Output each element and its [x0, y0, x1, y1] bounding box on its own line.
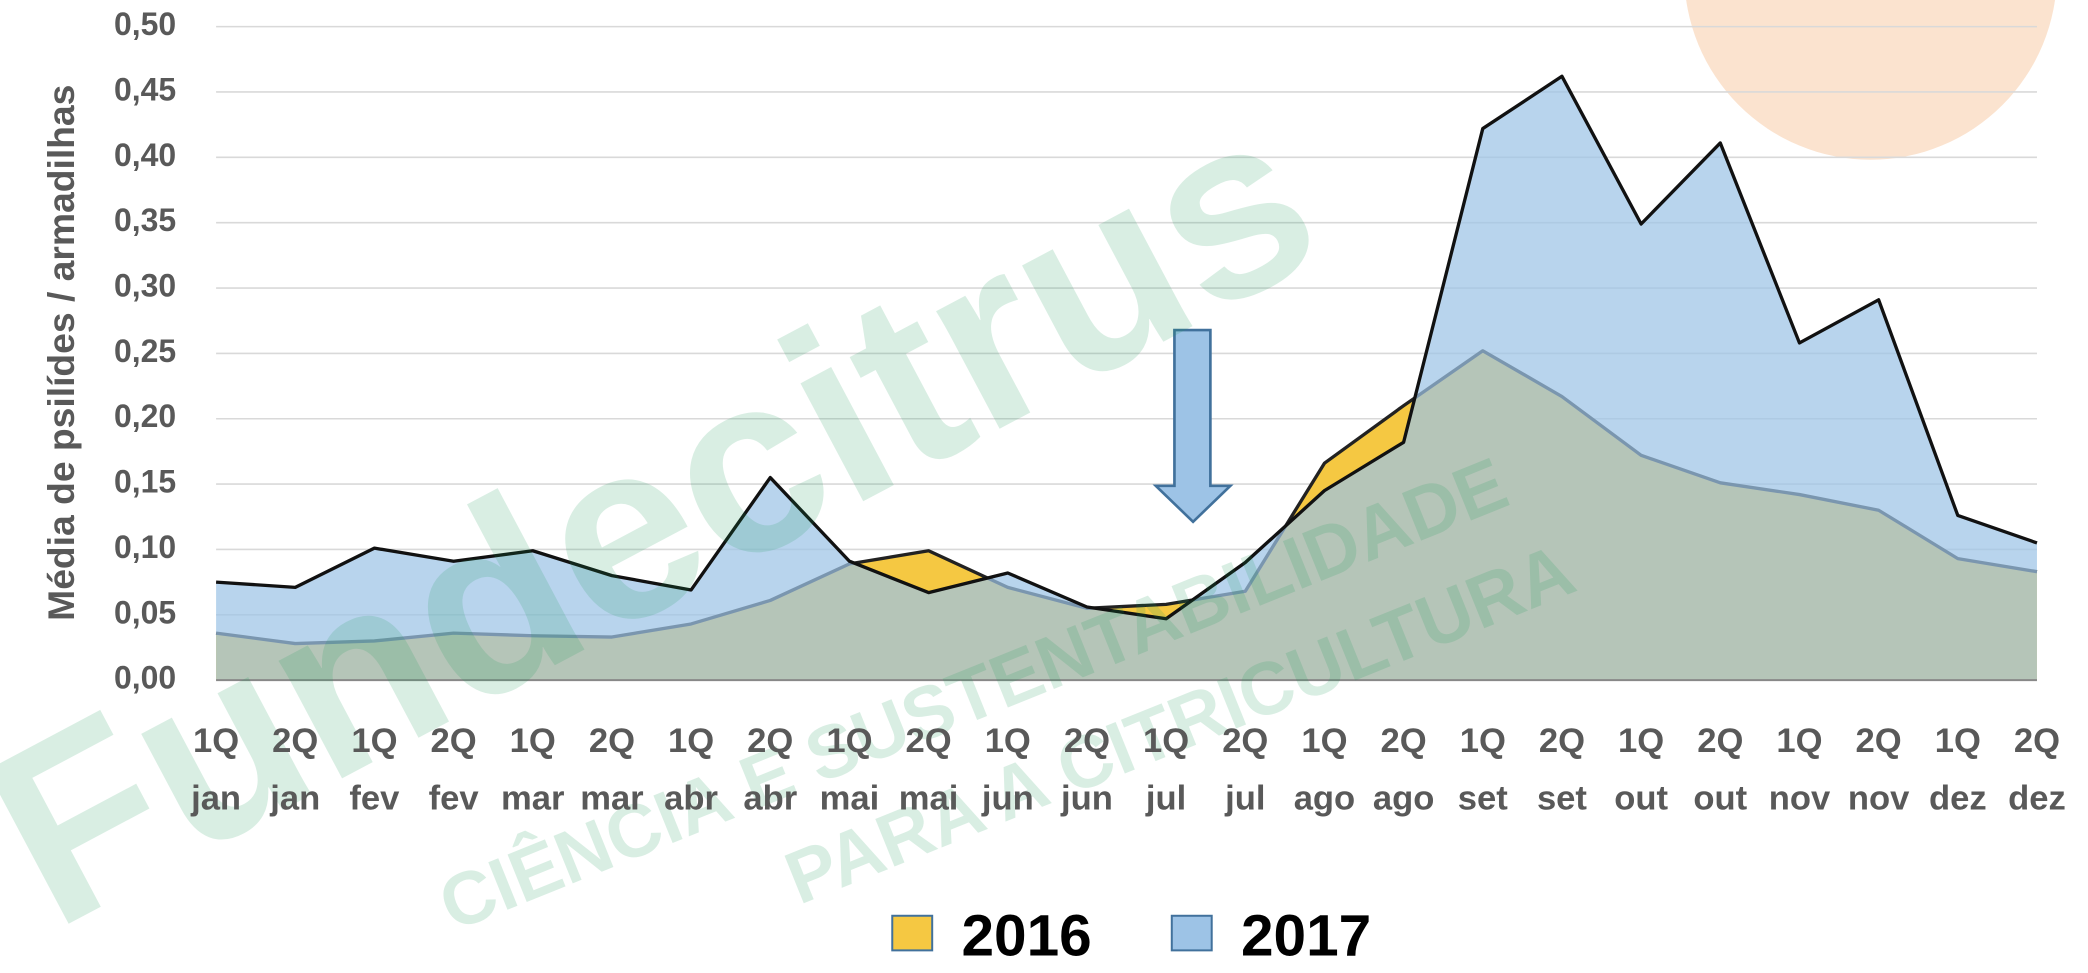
x-tick-label: 2Q: [1539, 722, 1585, 760]
x-tick-label: ago: [1294, 779, 1356, 817]
area: [216, 76, 2037, 681]
y-axis-label: Média de psilídes / armadilhas: [40, 85, 82, 621]
legend-label: 2017: [1241, 904, 1371, 969]
y-tick-label: 0,15: [114, 464, 176, 500]
x-tick-label: 2Q: [2014, 722, 2060, 760]
x-tick-label: 2Q: [1856, 722, 1902, 760]
x-tick-label: out: [1614, 779, 1668, 817]
x-tick-label: dez: [1929, 779, 1987, 817]
x-tick-label: set: [1537, 779, 1587, 817]
x-tick-label: 1Q: [193, 722, 239, 760]
y-tick-label: 0,00: [114, 660, 176, 696]
y-tick-label: 0,25: [114, 333, 176, 369]
x-tick-label: fev: [349, 779, 400, 817]
x-tick-label: fev: [429, 779, 480, 817]
x-tick-label: jan: [190, 779, 241, 817]
x-tick-label: 1Q: [985, 722, 1031, 760]
x-tick-label: 2Q: [1697, 722, 1743, 760]
x-tick-label: 1Q: [668, 722, 714, 760]
x-tick-label: 1Q: [826, 722, 872, 760]
x-tick-label: 1Q: [1143, 722, 1189, 760]
x-tick-label: ago: [1373, 779, 1435, 817]
x-tick-label: jan: [269, 779, 320, 817]
x-tick-label: 2Q: [1222, 722, 1268, 760]
x-tick-label: out: [1693, 779, 1747, 817]
x-tick-label: 2Q: [431, 722, 477, 760]
x-tick-label: nov: [1848, 779, 1910, 817]
y-tick-label: 0,45: [114, 71, 176, 107]
x-tick-label: 1Q: [510, 722, 556, 760]
x-tick-label: 2Q: [272, 722, 318, 760]
legend-label: 2016: [961, 904, 1091, 969]
x-tick-label: 1Q: [1776, 722, 1822, 760]
areas: [215, 74, 2038, 682]
x-tick-label: 1Q: [351, 722, 397, 760]
legend-swatch: [891, 914, 934, 952]
x-tick-label: jul: [1224, 779, 1265, 817]
x-tick-label: 1Q: [1618, 722, 1664, 760]
x-tick-label: nov: [1769, 779, 1831, 817]
y-tick-label: 0,35: [114, 202, 176, 238]
legend-swatch: [1170, 914, 1213, 952]
x-tick-label: jul: [1145, 779, 1186, 817]
watermark: Fundecitrus CIÊNCIA E SUSTENTABILIDADE P…: [0, 50, 1585, 973]
x-tick-label: abr: [664, 779, 718, 817]
x-tick-label: 1Q: [1935, 722, 1981, 760]
x-tick-label: 1Q: [1460, 722, 1506, 760]
y-tick-label: 0,20: [114, 398, 176, 434]
x-tick-label: dez: [2008, 779, 2066, 817]
x-tick-label: 1Q: [1301, 722, 1347, 760]
x-tick-label: 2Q: [589, 722, 635, 760]
x-tick-label: 2Q: [1381, 722, 1427, 760]
x-tick-label: mar: [580, 779, 643, 817]
x-tick-label: mai: [820, 779, 880, 817]
x-tick-label: abr: [743, 779, 797, 817]
x-tick-label: mai: [899, 779, 959, 817]
legend: 2016 2017: [891, 904, 1371, 969]
y-tick-label: 0,30: [114, 267, 176, 303]
y-tick-label: 0,50: [114, 6, 176, 42]
x-tick-label: 2Q: [747, 722, 793, 760]
arrow-annotation: [1152, 328, 1234, 524]
x-tick-label: 2Q: [1064, 722, 1110, 760]
y-tick-label: 0,10: [114, 529, 176, 565]
y-tick-label: 0,40: [114, 137, 176, 173]
x-tick-label: mar: [501, 779, 564, 817]
x-tick-label: jun: [1060, 779, 1113, 817]
area-outline: [215, 74, 2038, 621]
x-tick-label: 2Q: [906, 722, 952, 760]
x-tick-label: jun: [981, 779, 1034, 817]
labels: 0,00 0,05 0,10 0,15 0,20 0,25 0,30 0,35 0,40 0,45…: [114, 6, 2066, 817]
x-tick-label: set: [1458, 779, 1508, 817]
watermark-circle: [1686, 0, 2055, 160]
y-tick-label: 0,05: [114, 594, 176, 630]
